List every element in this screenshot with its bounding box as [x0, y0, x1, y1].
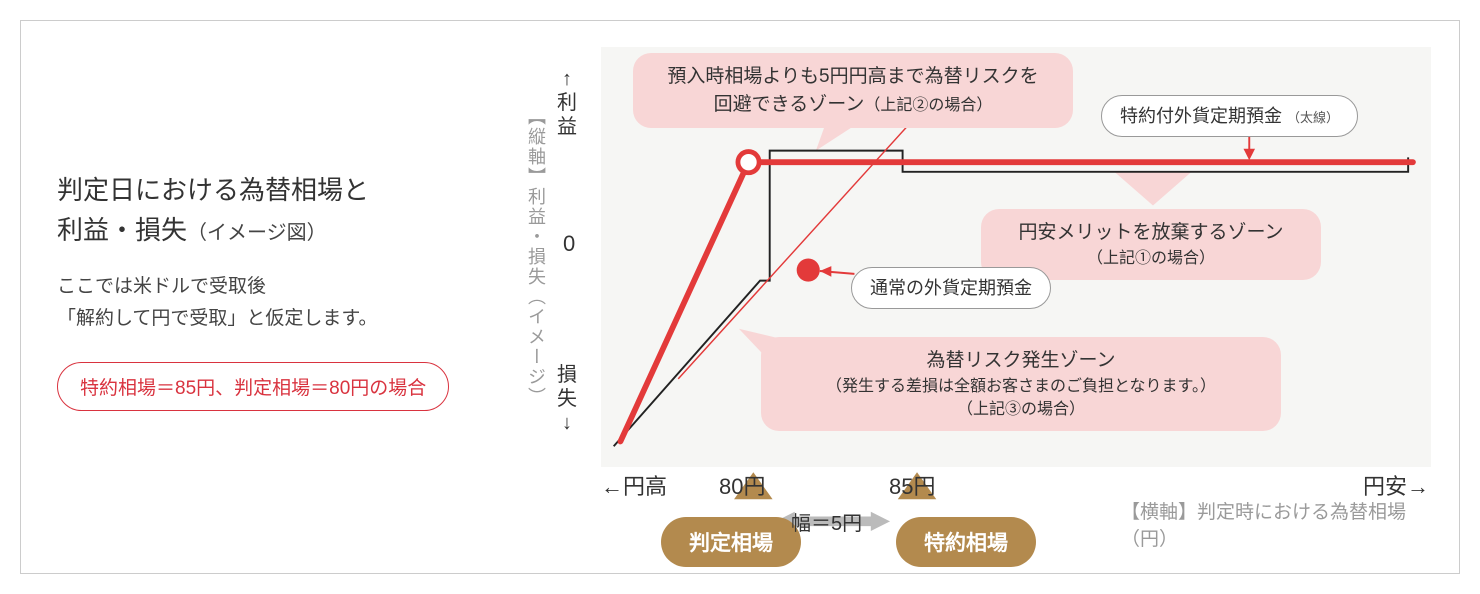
callout-risk-l3: （上記③の場合） [779, 398, 1263, 421]
chart-area: 【縦軸】利益・損失（イメージ） ↑ 利 益 0 損 失 ↓ [501, 37, 1439, 557]
callout-zone-hedge: 預入時相場よりも5円円高まで為替リスクを 回避できるゾーン（上記②の場合） [633, 53, 1073, 128]
title-line1: 判定日における為替相場と [57, 171, 487, 210]
callout-hedge-l2m: 回避できるゾーン [714, 94, 865, 115]
legend-special-text: 特約付外貨定期預金 [1120, 106, 1282, 126]
xaxis-left: ←円高 [601, 469, 667, 501]
xaxis-label: 【横軸】判定時における為替相場（円） [1121, 497, 1439, 551]
left-desc: ここでは米ドルで受取後 「解約して円で受取」と仮定します。 [57, 271, 487, 336]
callout-giveup-l1: 円安メリットを放棄するゾーン [999, 219, 1303, 247]
figure-inner: 判定日における為替相場と 利益・損失（イメージ図） ここでは米ドルで受取後 「解… [20, 20, 1460, 574]
left-column: 判定日における為替相場と 利益・損失（イメージ図） ここでは米ドルで受取後 「解… [57, 171, 487, 411]
figure-frame: 判定日における為替相場と 利益・損失（イメージ図） ここでは米ドルで受取後 「解… [0, 0, 1480, 594]
callout-risk-l1: 為替リスク発生ゾーン [779, 347, 1263, 375]
callout-hedge-l1: 預入時相場よりも5円円高まで為替リスクを [651, 63, 1055, 91]
callout-hedge-l2s: （上記②の場合） [864, 97, 992, 114]
pill-judgment-rate: 判定相場 [661, 517, 801, 567]
title-line2-sub: （イメージ図） [187, 222, 327, 244]
callout-giveup-l2: （上記①の場合） [999, 247, 1303, 270]
xaxis-80: 80円 [719, 469, 765, 501]
desc-line2: 「解約して円で受取」と仮定します。 [57, 303, 487, 335]
legend-special: 特約付外貨定期預金 （太線） [1101, 95, 1358, 137]
legend-normal: 通常の外貨定期預金 [851, 267, 1051, 309]
width-label: 幅＝5円 [791, 507, 862, 536]
assumption-badge: 特約相場＝85円、判定相場＝80円の場合 [57, 362, 449, 411]
callout-risk-l2: （発生する差損は全額お客さまのご負担となります。） [779, 375, 1263, 398]
callout-zone-risk: 為替リスク発生ゾーン （発生する差損は全額お客さまのご負担となります。） （上記… [761, 337, 1281, 431]
pill-contract-rate: 特約相場 [896, 517, 1036, 567]
legend-special-sub: （太線） [1287, 110, 1339, 125]
title-line2: 利益・損失（イメージ図） [57, 210, 487, 247]
desc-line1: ここでは米ドルで受取後 [57, 271, 487, 303]
xaxis-85: 85円 [889, 469, 935, 501]
title-line2-main: 利益・損失 [57, 215, 187, 245]
